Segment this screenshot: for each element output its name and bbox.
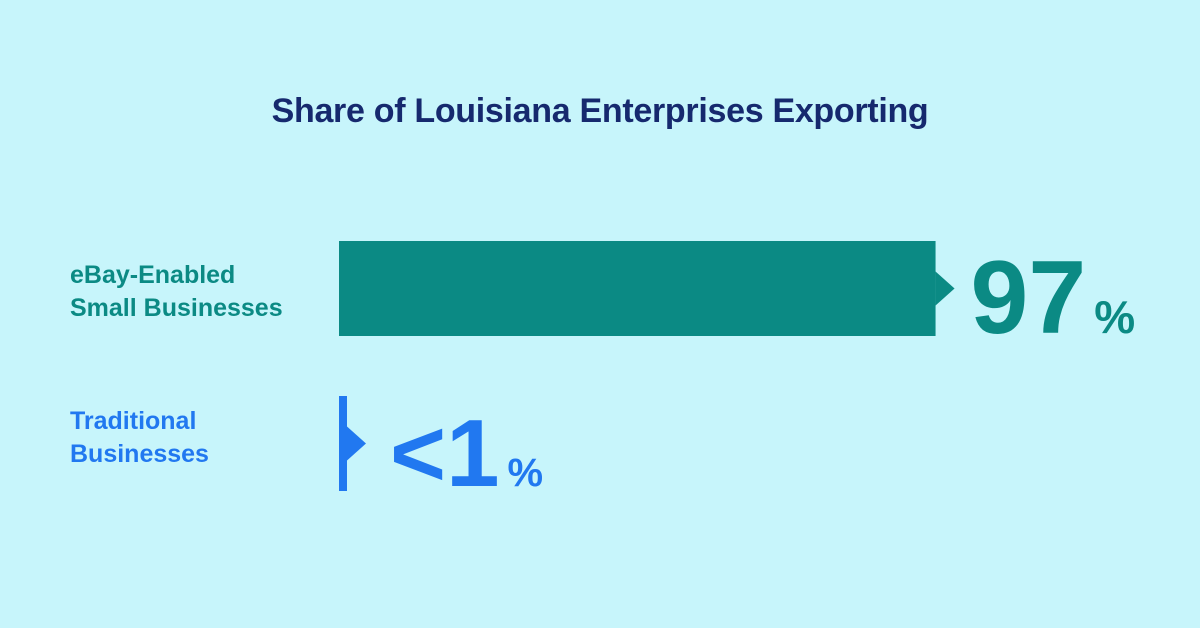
- value-number: 97: [971, 240, 1087, 356]
- bar-pointer-0: [935, 271, 955, 306]
- bar-0: [339, 241, 936, 336]
- category-label-ebay: eBay-Enabled Small Businesses: [70, 259, 283, 325]
- category-label-line: Small Businesses: [70, 294, 283, 322]
- bar-1: [339, 396, 347, 491]
- bar-pointer-1: [347, 426, 366, 461]
- category-label-traditional: Traditional Businesses: [70, 405, 209, 471]
- value-label-0: 97%: [971, 240, 1136, 356]
- value-unit: %: [1094, 291, 1135, 343]
- chart-title: Share of Louisiana Enterprises Exporting: [271, 92, 929, 130]
- value-number: <1: [390, 400, 499, 507]
- value-label-1: <1%: [390, 400, 543, 507]
- category-label-line: Traditional: [70, 407, 197, 435]
- category-label-line: Businesses: [70, 440, 209, 468]
- category-label-line: eBay-Enabled: [70, 261, 236, 289]
- value-unit: %: [507, 451, 543, 495]
